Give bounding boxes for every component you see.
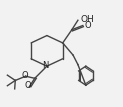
- Text: OH: OH: [80, 15, 94, 24]
- Text: N: N: [43, 61, 49, 70]
- Text: O: O: [21, 71, 28, 80]
- Text: O: O: [24, 81, 31, 90]
- Text: O: O: [85, 21, 91, 30]
